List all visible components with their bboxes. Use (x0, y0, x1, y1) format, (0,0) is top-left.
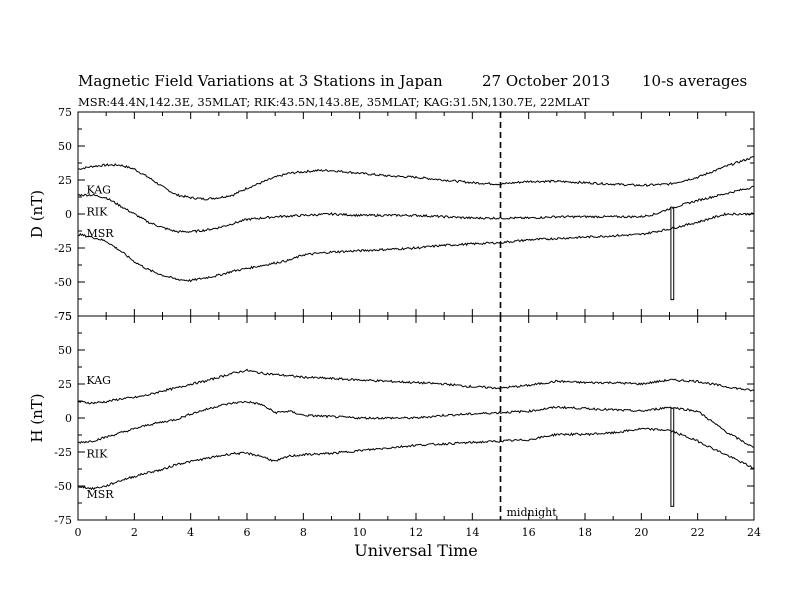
series-line-kag (77, 368, 755, 405)
x-tick-label: 16 (522, 526, 536, 539)
y-tick-label: 0 (65, 412, 72, 425)
x-tick-label: 8 (300, 526, 307, 539)
x-tick-label: 12 (409, 526, 423, 539)
y-tick-label: -25 (54, 242, 72, 255)
title-main: Magnetic Field Variations at 3 Stations … (78, 72, 443, 90)
x-tick-label: 18 (578, 526, 592, 539)
y-tick-label: 25 (58, 378, 72, 391)
series-label-rik: RIK (86, 205, 108, 218)
y-tick-label: -75 (54, 514, 72, 527)
y-tick-label: 25 (58, 174, 72, 187)
x-tick-label: 6 (244, 526, 251, 539)
series-label-rik: RIK (86, 447, 108, 460)
y-tick-label: -25 (54, 446, 72, 459)
series-label-msr: MSR (86, 488, 114, 501)
midnight-label: midnight (507, 506, 558, 519)
x-tick-label: 14 (465, 526, 479, 539)
data-dropout-spike (670, 407, 675, 507)
x-tick-label: 0 (75, 526, 82, 539)
series-line-kag (77, 156, 755, 201)
station-info: MSR:44.4N,142.3E, 35MLAT; RIK:43.5N,143.… (78, 95, 590, 109)
x-tick-label: 10 (353, 526, 367, 539)
x-tick-label: 24 (747, 526, 761, 539)
x-tick-label: 4 (187, 526, 194, 539)
x-axis-label: Universal Time (354, 541, 477, 560)
y-tick-label: 0 (65, 208, 72, 221)
y-tick-label: 75 (58, 106, 72, 119)
y-tick-label: -75 (54, 310, 72, 323)
series-line-rik (77, 400, 754, 448)
series-label-kag: KAG (86, 374, 111, 387)
title-date: 27 October 2013 (482, 72, 611, 90)
x-tick-label: 20 (634, 526, 648, 539)
series-line-msr (77, 427, 755, 491)
y-tick-label: 75 (58, 310, 72, 323)
y-tick-label: 50 (58, 344, 72, 357)
data-dropout-spike (670, 208, 675, 301)
y-tick-label: -50 (54, 480, 72, 493)
x-tick-label: 2 (131, 526, 138, 539)
series-label-msr: MSR (86, 227, 114, 240)
y-axis-label: H (nT) (28, 393, 46, 442)
series-line-msr (77, 212, 755, 283)
x-tick-label: 22 (691, 526, 705, 539)
y-axis-label: D (nT) (28, 190, 46, 238)
y-tick-label: 50 (58, 140, 72, 153)
panel-frame (77, 111, 755, 317)
title-averaging: 10-s averages (642, 72, 748, 90)
y-tick-label: -50 (54, 276, 72, 289)
series-line-rik (77, 185, 755, 234)
series-label-kag: KAG (86, 184, 111, 197)
